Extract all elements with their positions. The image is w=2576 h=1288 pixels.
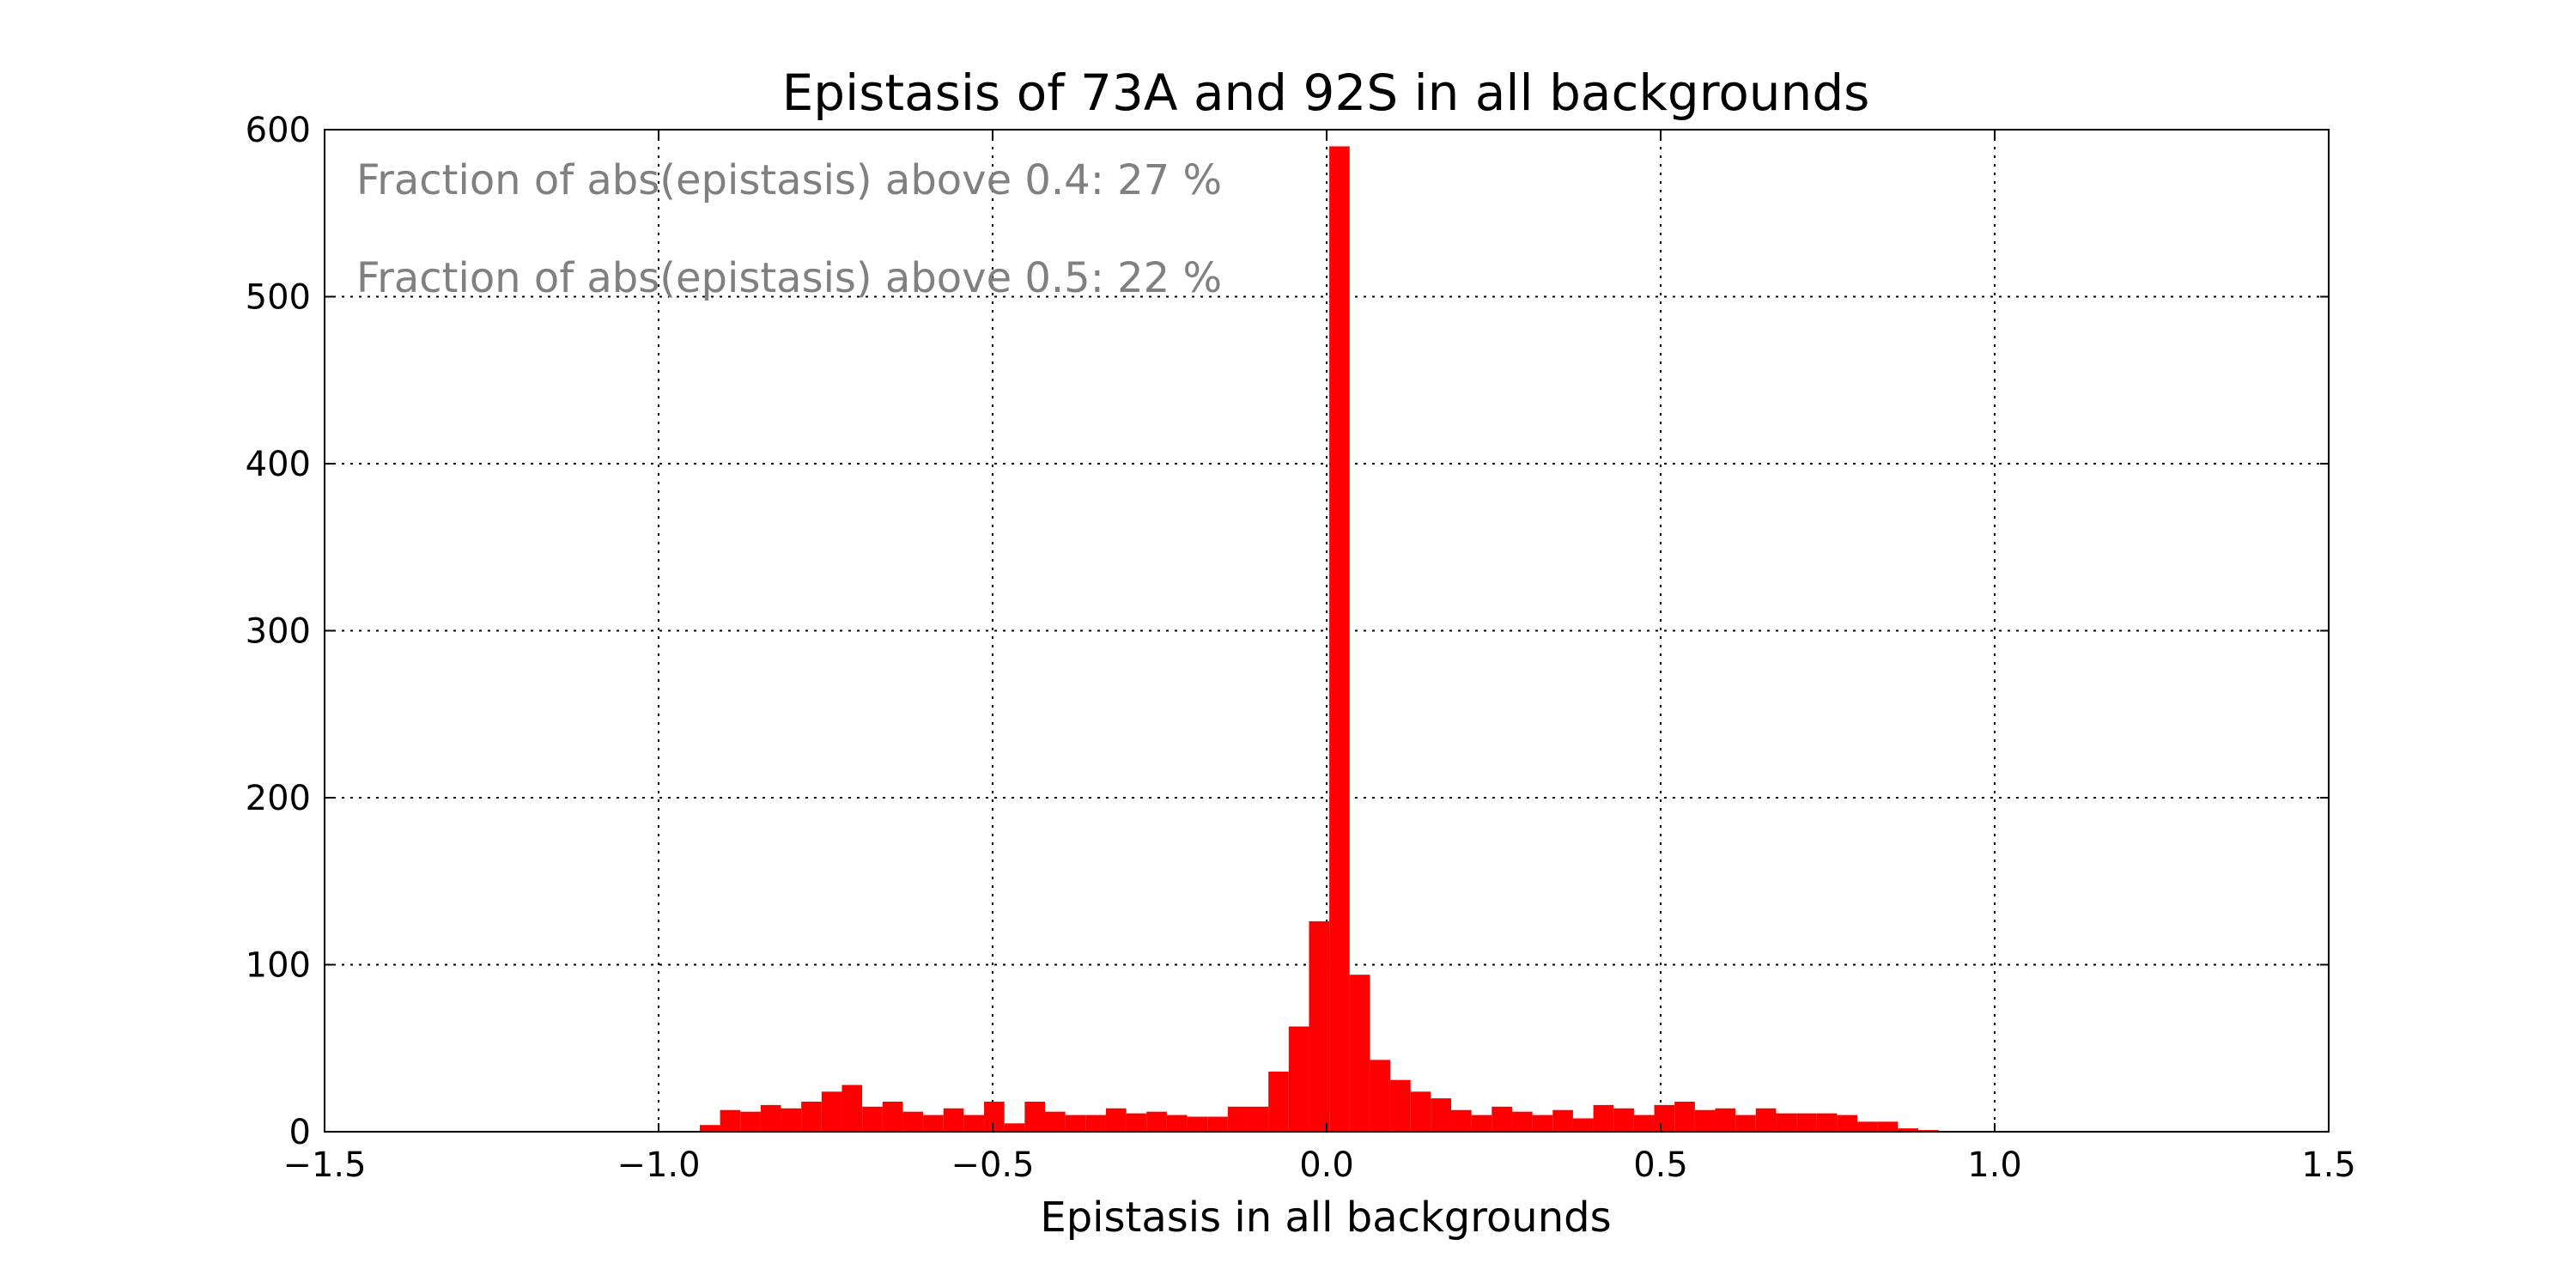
- histogram-bar: [740, 1111, 761, 1132]
- histogram-bar: [781, 1108, 802, 1132]
- histogram-bar: [1024, 1101, 1045, 1132]
- histogram-bar: [1857, 1121, 1878, 1132]
- bars-layer: [699, 146, 1939, 1133]
- histogram-bar: [1552, 1109, 1573, 1132]
- histogram-bar: [963, 1115, 985, 1132]
- histogram-bar: [1471, 1115, 1492, 1132]
- histogram-bar: [1511, 1111, 1533, 1132]
- histogram-bar: [862, 1106, 883, 1132]
- histogram-bar: [1694, 1109, 1716, 1132]
- histogram-bar: [1654, 1104, 1675, 1132]
- histogram-bar: [801, 1101, 822, 1132]
- y-tick-label: 100: [246, 946, 311, 986]
- histogram-bar: [1816, 1113, 1838, 1132]
- y-tick-label: 500: [246, 278, 311, 318]
- histogram-bar: [902, 1111, 924, 1132]
- histogram-bar: [821, 1091, 842, 1132]
- y-tick-label: 0: [289, 1113, 311, 1152]
- histogram-bar: [1126, 1113, 1147, 1132]
- histogram-bar: [760, 1104, 781, 1132]
- histogram-bar: [1309, 920, 1330, 1132]
- histogram-bar: [1613, 1108, 1634, 1132]
- y-tick-label: 200: [246, 779, 311, 818]
- histogram-bar: [1593, 1104, 1614, 1132]
- histogram-bar: [1105, 1108, 1127, 1132]
- histogram-bar: [1410, 1091, 1431, 1132]
- histogram-bar: [1451, 1109, 1472, 1132]
- histogram-bar: [1796, 1113, 1817, 1132]
- histogram-bar: [1633, 1115, 1655, 1132]
- x-axis-label: Epistasis in all backgrounds: [1040, 1194, 1611, 1242]
- histogram-bar: [841, 1084, 863, 1132]
- histogram-bar: [1085, 1115, 1106, 1132]
- histogram-bar: [882, 1101, 903, 1132]
- histogram-bar: [1044, 1111, 1066, 1132]
- histogram-bar: [943, 1108, 964, 1132]
- histogram-bar: [699, 1125, 720, 1132]
- histogram-bar: [1370, 1060, 1391, 1132]
- histogram-bar: [1572, 1118, 1594, 1132]
- y-tick-label: 300: [246, 612, 311, 652]
- histogram-bar: [1329, 146, 1350, 1133]
- histogram-bar: [1207, 1116, 1228, 1132]
- histogram-bar: [1877, 1121, 1899, 1132]
- histogram-bar: [1349, 975, 1370, 1132]
- histogram-bar: [1390, 1079, 1411, 1132]
- histogram-bar: [1004, 1123, 1025, 1132]
- x-tick-label: 1.0: [1967, 1145, 2022, 1185]
- histogram-bar: [1776, 1113, 1797, 1132]
- histogram-bar: [1187, 1116, 1208, 1132]
- histogram-bar: [1492, 1106, 1512, 1132]
- histogram-bar: [1735, 1115, 1756, 1132]
- histogram-bar: [1248, 1106, 1269, 1132]
- x-tick-label: −1.5: [283, 1145, 366, 1185]
- histogram-bar: [720, 1109, 741, 1132]
- x-tick-label: −0.5: [951, 1145, 1034, 1185]
- x-tick-label: 1.5: [2301, 1145, 2356, 1185]
- x-tick-label: −1.0: [617, 1145, 700, 1185]
- histogram-bar: [1674, 1101, 1695, 1132]
- x-tick-label: 0.5: [1633, 1145, 1688, 1185]
- histogram-bar: [1715, 1108, 1736, 1132]
- histogram-bar: [923, 1115, 944, 1132]
- x-tick-label: 0.0: [1299, 1145, 1354, 1185]
- histogram-bar: [1227, 1106, 1249, 1132]
- histogram-bar: [1898, 1128, 1918, 1132]
- histogram-bar: [1288, 1026, 1309, 1132]
- annotation-fraction-above-0-4: Fraction of abs(epistasis) above 0.4: 27…: [356, 156, 1222, 204]
- histogram-bar: [1268, 1071, 1289, 1132]
- histogram-bar: [1532, 1115, 1553, 1132]
- histogram-bar: [1837, 1115, 1858, 1132]
- ticks-layer: −1.5 −1.0 −0.5 0.0 0.5 1.0 1.5 0 100 200 300 400 500…: [246, 111, 2356, 1185]
- histogram-bar: [1166, 1115, 1188, 1132]
- y-tick-label: 600: [246, 111, 311, 150]
- histogram-bar: [984, 1101, 1005, 1132]
- histogram-bar: [1065, 1115, 1086, 1132]
- y-tick-label: 400: [246, 445, 311, 484]
- histogram-bar: [1755, 1108, 1777, 1132]
- histogram-bar: [1431, 1098, 1452, 1132]
- histogram-bar: [1146, 1111, 1167, 1132]
- chart-title: Epistasis of 73A and 92S in all backgrou…: [782, 64, 1870, 122]
- annotation-fraction-above-0-5: Fraction of abs(epistasis) above 0.5: 22…: [356, 254, 1222, 302]
